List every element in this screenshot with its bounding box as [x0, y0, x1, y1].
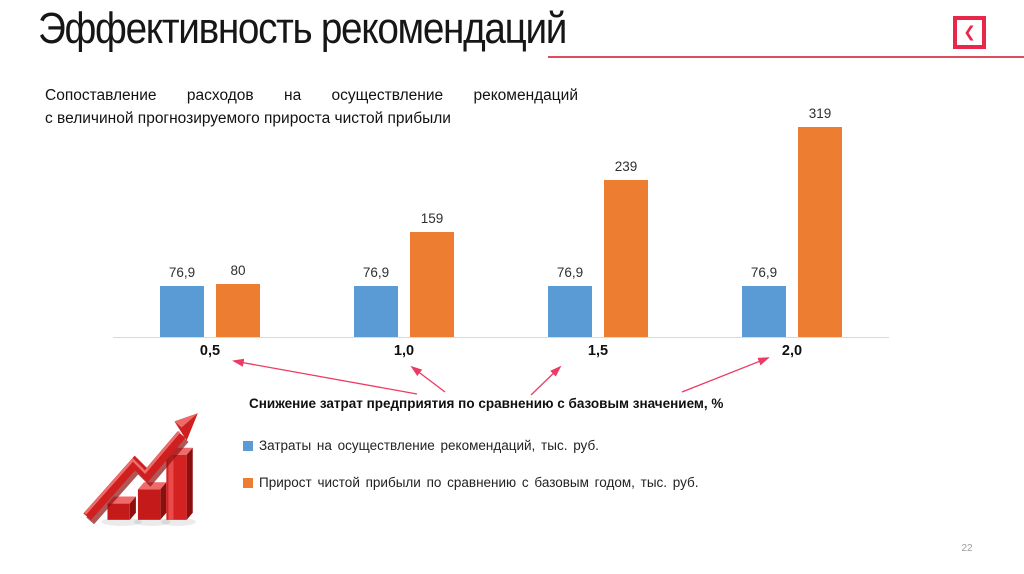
bar-costs	[742, 286, 786, 337]
category-label: 1,5	[587, 343, 609, 359]
growth-chart-clipart-icon	[83, 413, 198, 526]
back-chevron-icon: ❮	[963, 24, 976, 41]
bar-value-label: 76,9	[362, 265, 390, 280]
legend-item-costs: Затраты на осуществление рекомендаций, т…	[243, 438, 699, 453]
description-line-2: с величиной прогнозируемого прироста чис…	[45, 110, 451, 128]
x-axis-title: Снижение затрат предприятия по сравнению…	[249, 396, 724, 411]
legend-swatch-orange-icon	[243, 478, 253, 488]
category-label: 2,0	[781, 343, 803, 359]
bar-value-label: 159	[420, 211, 444, 226]
page-title: Эффективность рекомендаций	[38, 4, 567, 53]
bar-profit	[216, 284, 260, 337]
bar-value-label: 76,9	[168, 265, 196, 280]
bar-costs	[160, 286, 204, 337]
bar-costs	[354, 286, 398, 337]
bar-profit	[798, 127, 842, 337]
bar-profit	[604, 180, 648, 337]
x-axis-line	[113, 337, 889, 338]
bar-value-label: 80	[230, 263, 246, 278]
description-line-1: Сопоставление расходов на осуществление …	[45, 87, 578, 104]
bar-value-label: 319	[808, 106, 832, 121]
bar-value-label: 239	[614, 159, 638, 174]
legend-label: Затраты на осуществление рекомендаций, т…	[259, 438, 599, 453]
chart-legend: Затраты на осуществление рекомендаций, т…	[243, 438, 699, 512]
bar-costs	[548, 286, 592, 337]
title-underline	[548, 56, 1024, 58]
description-text: Сопоставление расходов на осуществление …	[45, 84, 578, 131]
legend-label: Прирост чистой прибыли по сравнению с ба…	[259, 475, 699, 490]
nav-back-button[interactable]: ❮	[953, 16, 986, 49]
bar-value-label: 76,9	[750, 265, 778, 280]
legend-swatch-blue-icon	[243, 441, 253, 451]
page-number: 22	[961, 543, 973, 554]
legend-item-profit: Прирост чистой прибыли по сравнению с ба…	[243, 475, 699, 490]
bar-value-label: 76,9	[556, 265, 584, 280]
category-label: 1,0	[393, 343, 415, 359]
bar-profit	[410, 232, 454, 337]
category-label: 0,5	[199, 343, 221, 359]
